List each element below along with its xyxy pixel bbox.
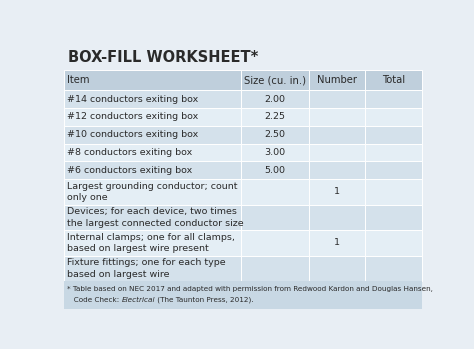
Text: Total: Total	[382, 75, 405, 85]
Text: Item: Item	[67, 75, 90, 85]
Text: 2.50: 2.50	[264, 130, 286, 139]
Text: Largest grounding conductor; count
only one: Largest grounding conductor; count only …	[67, 181, 238, 202]
Bar	[64, 143, 241, 161]
Text: Size (cu. in.): Size (cu. in.)	[244, 75, 306, 85]
Text: 3.00: 3.00	[264, 148, 286, 157]
Text: #10 conductors exiting box: #10 conductors exiting box	[67, 130, 199, 139]
Bar	[309, 161, 365, 179]
Text: 2.25: 2.25	[264, 112, 286, 121]
Bar	[241, 161, 309, 179]
Bar	[241, 205, 309, 230]
Bar	[64, 126, 241, 143]
Bar	[365, 108, 422, 126]
Bar	[241, 70, 309, 90]
Text: #6 conductors exiting box: #6 conductors exiting box	[67, 166, 192, 175]
Bar	[309, 90, 365, 108]
Bar	[309, 143, 365, 161]
Bar	[365, 143, 422, 161]
Bar	[365, 161, 422, 179]
Bar	[64, 70, 241, 90]
Text: 1: 1	[334, 187, 340, 196]
Text: 2.00: 2.00	[264, 95, 286, 104]
Bar	[309, 108, 365, 126]
Bar	[309, 126, 365, 143]
Bar	[365, 70, 422, 90]
Bar	[365, 255, 422, 281]
Bar	[64, 255, 241, 281]
Bar	[309, 255, 365, 281]
Bar	[365, 90, 422, 108]
Bar	[64, 281, 422, 309]
Bar	[241, 126, 309, 143]
Text: 1: 1	[334, 238, 340, 247]
Bar	[309, 205, 365, 230]
Bar	[309, 230, 365, 255]
Bar	[241, 90, 309, 108]
Bar	[365, 230, 422, 255]
Bar	[64, 161, 241, 179]
Bar	[309, 179, 365, 205]
Bar	[365, 179, 422, 205]
Bar	[365, 205, 422, 230]
Text: Code Check:: Code Check:	[67, 297, 122, 303]
Text: Electrical: Electrical	[122, 297, 155, 303]
Bar	[64, 230, 241, 255]
Bar	[309, 70, 365, 90]
Bar	[64, 205, 241, 230]
Text: 5.00: 5.00	[264, 166, 286, 175]
Text: #14 conductors exiting box: #14 conductors exiting box	[67, 95, 199, 104]
Bar	[64, 108, 241, 126]
Text: #8 conductors exiting box: #8 conductors exiting box	[67, 148, 192, 157]
Bar	[241, 179, 309, 205]
Bar	[365, 126, 422, 143]
Bar	[64, 90, 241, 108]
Bar	[241, 255, 309, 281]
Bar	[64, 45, 422, 70]
Bar	[241, 230, 309, 255]
Text: * Table based on NEC 2017 and adapted with permission from Redwood Kardon and Do: * Table based on NEC 2017 and adapted wi…	[67, 286, 433, 292]
Text: BOX-FILL WORKSHEET*: BOX-FILL WORKSHEET*	[68, 50, 258, 65]
Bar	[241, 143, 309, 161]
Text: Devices; for each device, two times
the largest connected conductor size: Devices; for each device, two times the …	[67, 207, 244, 228]
Text: Internal clamps; one for all clamps,
based on largest wire present: Internal clamps; one for all clamps, bas…	[67, 232, 235, 253]
Text: Number: Number	[317, 75, 357, 85]
Text: #12 conductors exiting box: #12 conductors exiting box	[67, 112, 199, 121]
Bar	[241, 108, 309, 126]
Text: Fixture fittings; one for each type
based on largest wire: Fixture fittings; one for each type base…	[67, 258, 226, 279]
Bar	[64, 179, 241, 205]
Text: (The Taunton Press, 2012).: (The Taunton Press, 2012).	[155, 297, 254, 304]
